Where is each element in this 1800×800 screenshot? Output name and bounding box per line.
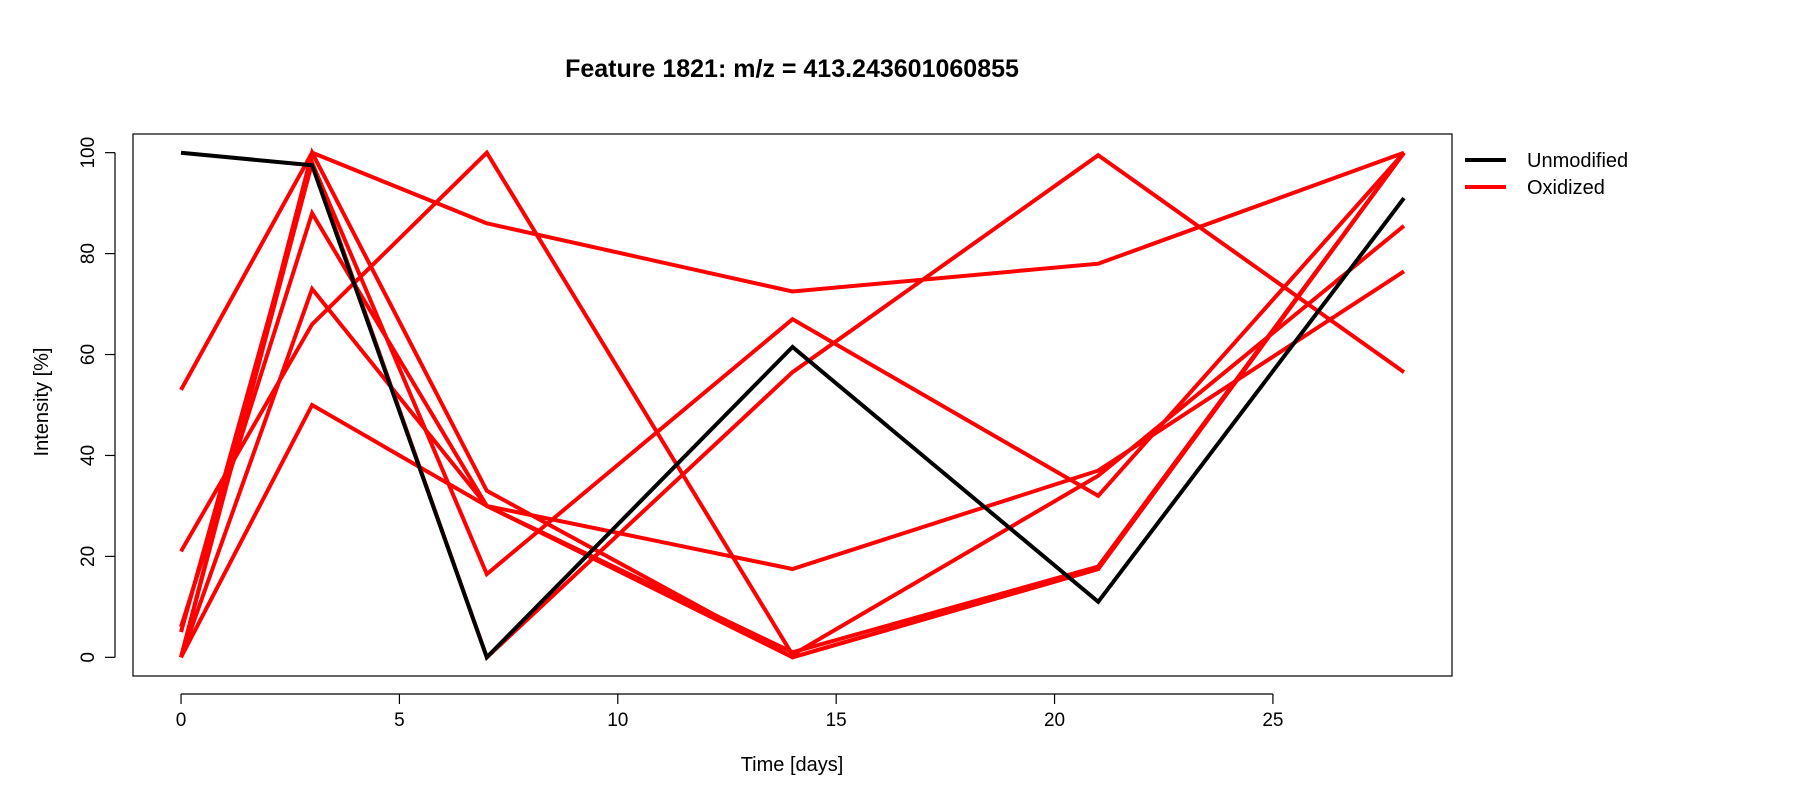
series-line-oxidized: [179, 149, 1406, 658]
y-axis-label: Intensity [%]: [31, 348, 53, 457]
legend: Unmodified Oxidized: [1465, 150, 1628, 199]
x-tick-label: 25: [1262, 710, 1283, 731]
x-axis-label: Time [days]: [741, 754, 844, 776]
y-tick-label: 80: [78, 243, 99, 264]
series-line-oxidized: [179, 152, 1406, 661]
legend-label-unmodified: Unmodified: [1527, 150, 1628, 172]
x-axis: 0 5 10 15 20 25: [176, 693, 1284, 731]
x-tick-label: 0: [176, 710, 187, 731]
y-tick-label: 0: [78, 652, 99, 663]
y-axis: 0 20 40 60 80 100: [78, 137, 116, 663]
series-line-oxidized: [179, 150, 1405, 391]
chart-title: Feature 1821: m/z = 413.243601060855: [565, 55, 1019, 83]
x-tick-label: 10: [607, 710, 628, 731]
y-tick-label: 60: [78, 344, 99, 365]
y-tick-label: 20: [78, 546, 99, 567]
x-tick-label: 5: [394, 710, 405, 731]
legend-label-oxidized: Oxidized: [1527, 177, 1605, 199]
series-line-unmodified: [180, 150, 1406, 661]
series-line-oxidized: [179, 151, 1406, 660]
plot-frame: [132, 133, 1453, 677]
x-tick-label: 20: [1044, 710, 1065, 731]
x-tick-label: 15: [826, 710, 847, 731]
y-tick-label: 100: [78, 137, 99, 169]
y-tick-label: 40: [78, 445, 99, 466]
series-lines: [179, 147, 1406, 661]
